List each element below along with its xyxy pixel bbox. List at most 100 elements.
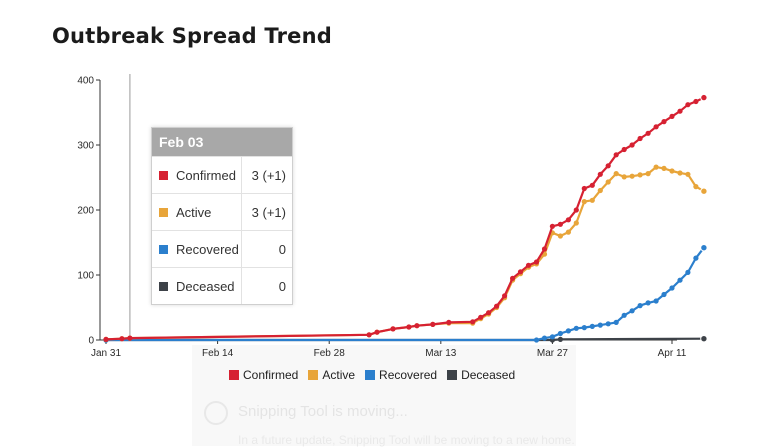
deceased-point [700, 335, 708, 343]
y-tick-label: 100 [77, 271, 94, 282]
legend-item-recovered[interactable]: Recovered [365, 368, 437, 382]
active-point [557, 233, 564, 239]
recovered-point [677, 277, 683, 283]
chart-legend: Confirmed Active Recovered Deceased [229, 368, 525, 382]
legend-label: Deceased [461, 368, 516, 382]
tooltip-row-deceased: Deceased 0 [152, 267, 292, 304]
tooltip-label: Confirmed [176, 167, 236, 183]
active-point [661, 165, 667, 171]
legend-label: Recovered [379, 368, 438, 382]
active-swatch [308, 370, 319, 380]
confirmed-point [581, 185, 587, 192]
confirmed-point [406, 324, 412, 330]
tooltip-value: 3 (+1) [251, 204, 286, 220]
y-tick-label: 0 [88, 336, 94, 347]
x-tick-label: Mar 27 [537, 348, 569, 359]
recovered-point [597, 322, 603, 328]
chart-title: Outbreak Spread Trend [52, 24, 332, 48]
confirmed-point [549, 223, 556, 229]
confirmed-point [677, 108, 683, 114]
tooltip-value: 0 [278, 241, 286, 257]
confirmed-point [645, 130, 651, 136]
confirmed-point [127, 335, 133, 341]
recovered-point [645, 300, 651, 306]
tooltip-value: 3 (+1) [251, 167, 286, 183]
recovered-point [621, 312, 627, 318]
deceased-swatch [447, 370, 458, 380]
tooltip-label: Recovered [176, 241, 239, 257]
confirmed-point [597, 171, 603, 177]
y-tick-label: 400 [77, 76, 94, 87]
recovered-swatch [365, 370, 376, 380]
active-point [573, 220, 579, 226]
recovered-point [557, 330, 564, 337]
confirmed-point [637, 135, 643, 142]
active-point [613, 171, 619, 177]
legend-item-active[interactable]: Active [308, 368, 355, 382]
confirmed-point [502, 293, 508, 299]
active-swatch [159, 207, 168, 217]
confirmed-swatch [159, 170, 168, 180]
active-point [629, 173, 635, 179]
notification-body: In a future update, Snipping Tool will b… [238, 433, 575, 447]
x-tick-label: Feb 28 [314, 348, 346, 359]
tooltip-date: Feb 03 [152, 128, 292, 156]
notification-title: Snipping Tool is moving... [238, 403, 408, 420]
confirmed-point [486, 310, 492, 316]
confirmed-point [430, 321, 436, 327]
confirmed-point [103, 336, 109, 342]
x-tick-label: Feb 14 [202, 348, 234, 359]
recovered-point [581, 325, 587, 331]
legend-label: Confirmed [243, 368, 299, 382]
recovered-point [605, 321, 611, 327]
confirmed-point [525, 262, 532, 268]
recovered-point [669, 285, 675, 291]
x-tick-label: Mar 13 [425, 348, 457, 359]
tooltip-row-active: Active 3 (+1) [152, 193, 292, 230]
recovered-point [589, 323, 595, 329]
recovered-point [573, 325, 579, 331]
active-point [605, 179, 611, 185]
recovered-point [629, 308, 635, 314]
confirmed-point [669, 113, 675, 119]
confirmed-point [509, 275, 516, 281]
recovered-swatch [159, 244, 168, 254]
active-point [637, 172, 643, 178]
confirmed-point [374, 329, 380, 335]
confirmed-point [414, 323, 420, 329]
deceased-point [557, 336, 564, 342]
y-tick-label: 200 [77, 206, 94, 217]
confirmed-point [565, 217, 572, 223]
confirmed-point [613, 152, 619, 158]
snipping-tool-icon [204, 401, 228, 425]
legend-item-confirmed[interactable]: Confirmed [229, 368, 298, 382]
confirmed-point [661, 119, 667, 125]
confirmed-point [685, 102, 691, 108]
confirmed-point [629, 142, 635, 148]
recovered-point [549, 334, 556, 340]
confirmed-point [446, 319, 452, 325]
confirmed-point [700, 93, 708, 102]
recovered-point [653, 298, 659, 304]
active-point [685, 171, 691, 177]
chart-tooltip: Feb 03 Confirmed 3 (+1) Active 3 (+1) Re… [151, 127, 293, 305]
active-point [700, 187, 708, 195]
confirmed-point [605, 163, 611, 169]
recovered-point [541, 335, 548, 341]
confirmed-point [390, 326, 396, 332]
confirmed-point [494, 303, 500, 309]
legend-label: Active [322, 368, 356, 382]
recovered-point [693, 255, 699, 261]
confirmed-point [557, 221, 564, 227]
confirmed-point [533, 259, 540, 265]
confirmed-point [573, 207, 579, 213]
confirmed-swatch [229, 370, 239, 380]
tooltip-label: Deceased [176, 278, 235, 294]
active-point [645, 171, 651, 177]
active-point [565, 229, 572, 235]
confirmed-line [105, 96, 705, 341]
legend-item-deceased[interactable]: Deceased [447, 368, 515, 382]
confirmed-point [541, 246, 548, 252]
chart-series [103, 93, 708, 343]
